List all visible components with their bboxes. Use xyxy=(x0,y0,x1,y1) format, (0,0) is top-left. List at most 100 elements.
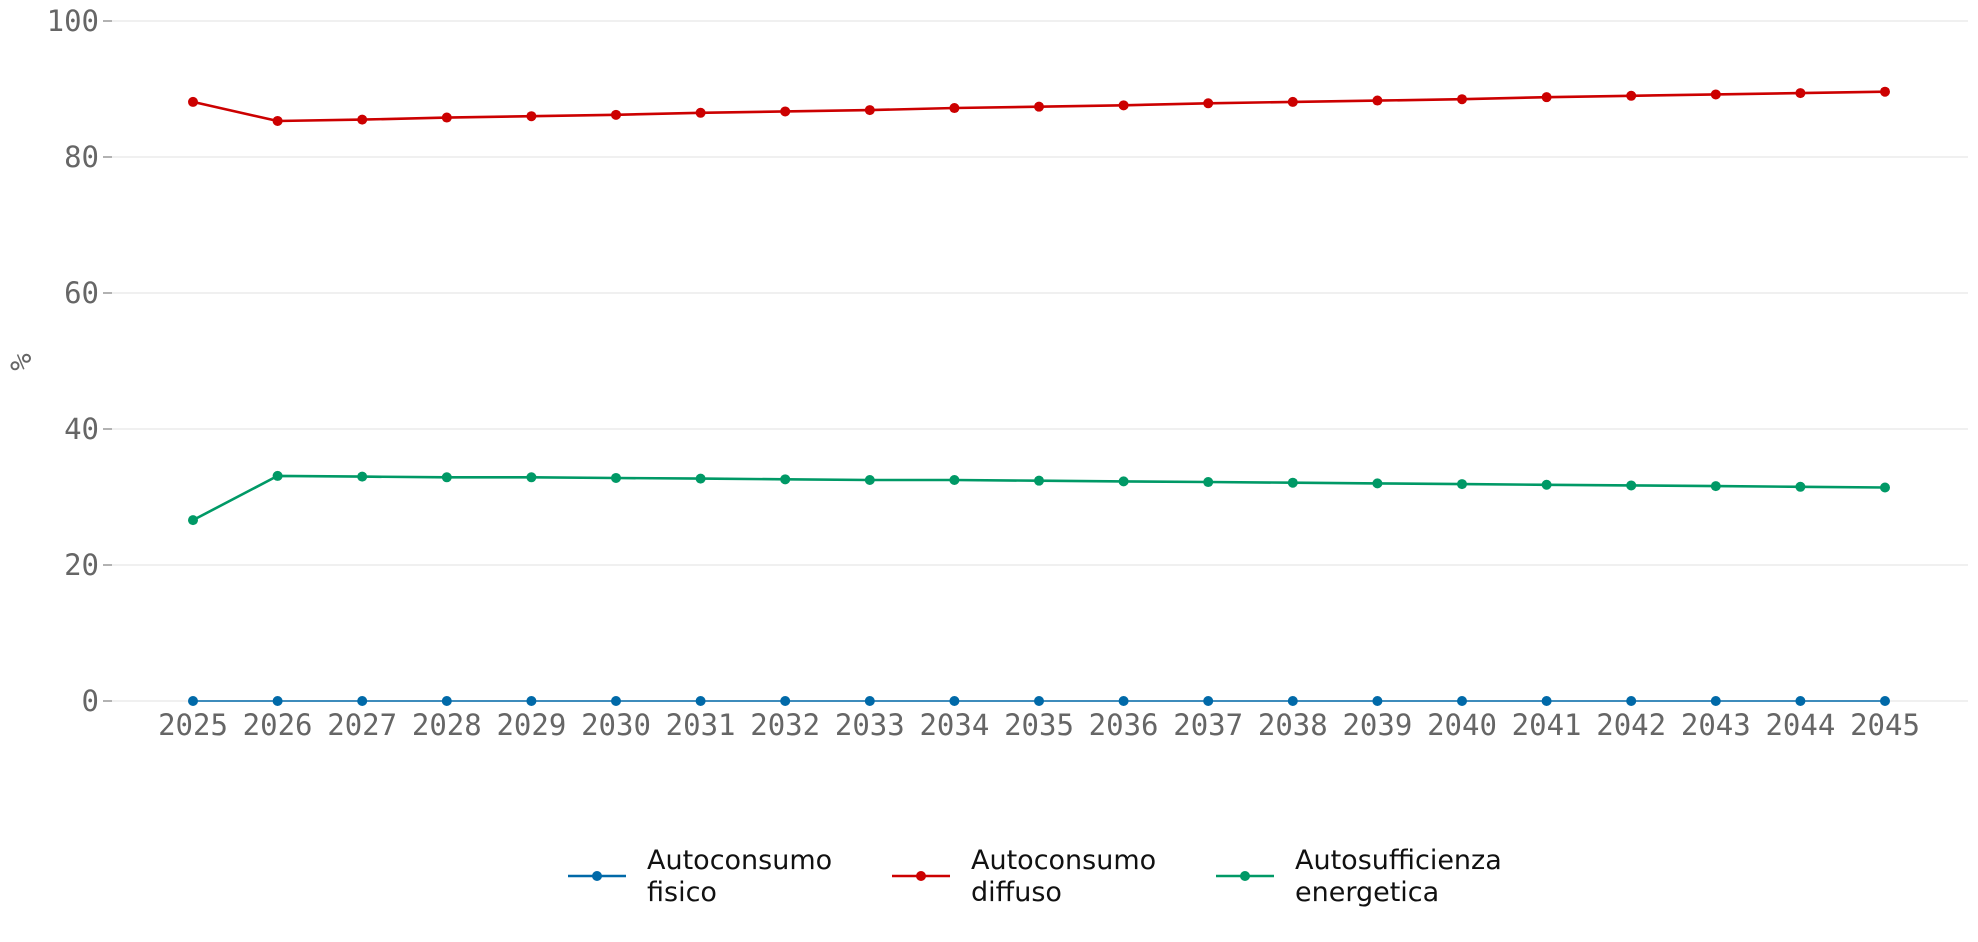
x-tick-label: 2028 xyxy=(412,708,482,742)
y-tick-label: 100 xyxy=(47,4,99,38)
data-point xyxy=(1795,88,1806,99)
x-tick-label: 2035 xyxy=(1004,708,1074,742)
data-point xyxy=(1710,89,1721,100)
data-point xyxy=(695,473,706,484)
x-tick-label: 2038 xyxy=(1258,708,1328,742)
x-tick-label: 2039 xyxy=(1342,708,1412,742)
legend-label: energetica xyxy=(1295,877,1439,908)
data-point xyxy=(949,103,960,114)
data-point xyxy=(1287,96,1298,107)
legend-label: fisico xyxy=(647,877,717,908)
data-point xyxy=(1626,480,1637,491)
data-point xyxy=(1457,696,1467,706)
data-point xyxy=(1626,90,1637,101)
data-point xyxy=(1626,696,1637,706)
data-point xyxy=(1203,477,1214,488)
data-point xyxy=(864,696,875,706)
x-tick-label: 2041 xyxy=(1512,708,1582,742)
data-point xyxy=(611,109,621,120)
data-point xyxy=(526,472,537,483)
data-point xyxy=(1795,481,1806,492)
legend-label: Autoconsumo xyxy=(971,845,1156,876)
data-point xyxy=(780,474,791,485)
data-point xyxy=(1880,86,1890,97)
data-point xyxy=(357,696,368,706)
data-point xyxy=(1203,98,1214,109)
data-point xyxy=(1457,94,1467,105)
x-tick-label: 2043 xyxy=(1681,708,1751,742)
data-point xyxy=(1034,475,1044,486)
data-point xyxy=(272,696,283,706)
data-point xyxy=(357,471,368,482)
x-tick-label: 2026 xyxy=(243,708,313,742)
legend-marker xyxy=(592,871,602,881)
y-tick-label: 80 xyxy=(64,140,99,174)
data-point xyxy=(1710,481,1721,492)
y-tick-label: 0 xyxy=(82,684,99,718)
data-point xyxy=(1795,696,1806,706)
x-tick-label: 2029 xyxy=(496,708,566,742)
data-point xyxy=(1118,476,1129,487)
data-point xyxy=(1880,482,1890,493)
x-tick-label: 2030 xyxy=(581,708,651,742)
x-tick-label: 2034 xyxy=(919,708,989,742)
data-point xyxy=(1118,696,1129,706)
data-point xyxy=(1541,696,1552,706)
data-point xyxy=(1710,696,1721,706)
legend-label: Autoconsumo xyxy=(647,845,832,876)
grid xyxy=(112,20,1968,702)
data-point xyxy=(780,106,791,117)
series-1 xyxy=(188,696,1890,706)
data-point xyxy=(949,696,960,706)
data-point xyxy=(1118,100,1129,111)
x-tick-label: 2033 xyxy=(835,708,905,742)
x-tick-label: 2037 xyxy=(1173,708,1243,742)
x-tick-label: 2045 xyxy=(1850,708,1920,742)
data-point xyxy=(780,696,791,706)
data-point xyxy=(188,696,198,706)
data-point xyxy=(949,475,960,485)
x-tick-label: 2025 xyxy=(158,708,228,742)
data-point xyxy=(1034,696,1044,706)
data-point xyxy=(1372,478,1383,489)
data-point xyxy=(441,472,452,483)
plot-area xyxy=(188,86,1890,706)
data-point xyxy=(1287,696,1298,706)
x-tick-label: 2040 xyxy=(1427,708,1497,742)
legend-marker xyxy=(916,871,926,881)
data-point xyxy=(441,112,452,123)
data-point xyxy=(611,472,621,483)
data-point xyxy=(1541,92,1552,103)
x-tick-label: 2036 xyxy=(1089,708,1159,742)
y-tick-label: 40 xyxy=(64,412,99,446)
data-point xyxy=(526,111,537,122)
series-2 xyxy=(188,86,1890,126)
data-point xyxy=(695,107,706,118)
y-axis-label: % xyxy=(4,353,38,370)
series-3 xyxy=(188,470,1890,526)
data-point xyxy=(1372,95,1383,106)
data-point xyxy=(1203,696,1214,706)
legend-marker xyxy=(1240,871,1250,881)
data-point xyxy=(526,696,537,706)
data-point xyxy=(188,515,198,526)
data-point xyxy=(272,115,283,126)
data-point xyxy=(1880,696,1890,706)
data-point xyxy=(695,696,706,706)
data-point xyxy=(1287,477,1298,488)
x-tick-label: 2032 xyxy=(750,708,820,742)
legend-label: diffuso xyxy=(971,877,1062,908)
legend: AutoconsumofisicoAutoconsumodiffusoAutos… xyxy=(568,845,1502,908)
data-point xyxy=(1034,101,1044,112)
data-point xyxy=(272,470,283,481)
data-point xyxy=(357,114,368,125)
data-point xyxy=(1541,479,1552,490)
y-tick-label: 60 xyxy=(64,276,99,310)
data-point xyxy=(441,696,452,706)
data-point xyxy=(1372,696,1383,706)
legend-label: Autosufficienza xyxy=(1295,845,1502,876)
